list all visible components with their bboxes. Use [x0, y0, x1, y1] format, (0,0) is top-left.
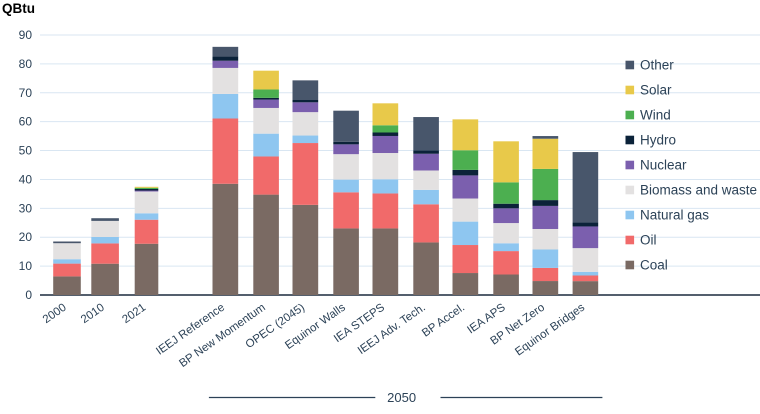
svg-text:10: 10: [19, 259, 33, 273]
svg-text:Hydro: Hydro: [640, 133, 676, 148]
svg-text:Coal: Coal: [640, 258, 668, 273]
svg-text:Nuclear: Nuclear: [640, 158, 687, 173]
svg-text:Wind: Wind: [640, 108, 671, 123]
svg-text:2050: 2050: [387, 390, 416, 405]
svg-text:Equinor Bridges: Equinor Bridges: [513, 301, 587, 358]
svg-text:60: 60: [19, 115, 33, 129]
svg-text:Oil: Oil: [640, 233, 657, 248]
svg-text:0: 0: [25, 288, 32, 302]
svg-text:2000: 2000: [41, 302, 69, 327]
svg-text:20: 20: [19, 230, 33, 244]
svg-text:30: 30: [19, 201, 33, 215]
svg-text:Biomass and waste: Biomass and waste: [640, 183, 757, 198]
svg-text:50: 50: [19, 144, 33, 158]
svg-text:40: 40: [19, 172, 33, 186]
svg-text:2010: 2010: [79, 302, 107, 327]
svg-text:QBtu: QBtu: [2, 1, 35, 16]
svg-text:Natural gas: Natural gas: [640, 208, 709, 223]
svg-text:90: 90: [19, 28, 33, 42]
svg-text:Solar: Solar: [640, 83, 672, 98]
svg-text:2021: 2021: [120, 302, 148, 327]
svg-text:BP Accel.: BP Accel.: [420, 302, 467, 340]
svg-text:70: 70: [19, 86, 33, 100]
svg-text:Other: Other: [640, 58, 674, 73]
svg-text:IEEJ Reference: IEEJ Reference: [154, 302, 227, 358]
svg-text:80: 80: [19, 57, 33, 71]
